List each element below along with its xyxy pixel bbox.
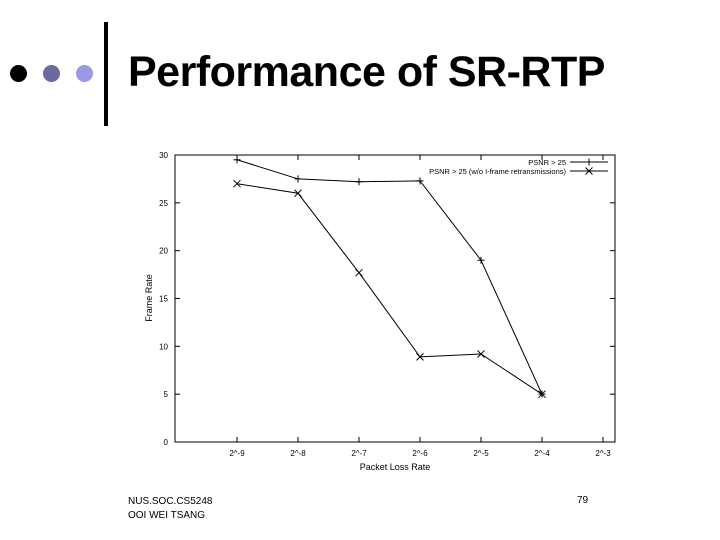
y-tick-label: 10	[159, 342, 168, 351]
y-axis-label: Frame Rate	[144, 274, 154, 322]
plot-frame	[174, 154, 616, 443]
cross-marker	[477, 350, 485, 358]
x-tick-label: 2^-7	[351, 449, 367, 458]
author-name: OOI WEI TSANG	[128, 510, 206, 521]
legend-label: PSNR > 25 (w/o I-frame retransmissions)	[429, 167, 566, 176]
x-tick-label: 2^-3	[595, 449, 611, 458]
cross-marker	[355, 268, 363, 277]
cross-marker	[294, 189, 302, 198]
cross-marker	[416, 353, 424, 361]
x-tick-label: 2^-4	[534, 449, 550, 458]
footer-credits: NUS.SOC.CS5248 OOI WEI TSANG	[128, 495, 212, 523]
x-tick-label: 2^-6	[412, 449, 428, 458]
y-tick-label: 15	[159, 295, 168, 304]
x-tick-label: 2^-8	[290, 449, 306, 458]
cross-marker	[538, 390, 546, 399]
legend-label: PSNR > 25	[528, 158, 566, 167]
y-tick-label: 0	[164, 438, 169, 447]
series-line	[236, 183, 543, 395]
x-axis-label: Packet Loss Rate	[360, 462, 431, 472]
cross-marker	[585, 167, 593, 175]
y-tick-label: 25	[159, 199, 168, 208]
y-tick-label: 30	[159, 151, 168, 160]
bullet-dot	[10, 65, 27, 82]
title-divider	[104, 22, 108, 126]
y-tick-label: 5	[164, 390, 169, 399]
cross-marker	[233, 179, 241, 188]
x-tick-label: 2^-9	[229, 449, 245, 458]
y-tick-label: 20	[159, 247, 168, 256]
bullet-dots	[10, 65, 96, 85]
line-chart: 0 5 10 15 20 25 30 2^-9 2^-8 2^-7 2^-6 2^-5 2^-4 2^-3…	[144, 151, 616, 472]
slide-title: Performance of SR-RTP	[128, 48, 605, 96]
x-tick-label: 2^-5	[473, 449, 489, 458]
bullet-dot	[76, 65, 93, 82]
course-code: NUS.SOC.CS5248	[128, 496, 213, 507]
series-line	[236, 159, 543, 395]
page-number: 79	[577, 495, 589, 506]
bullet-dot	[43, 65, 60, 82]
